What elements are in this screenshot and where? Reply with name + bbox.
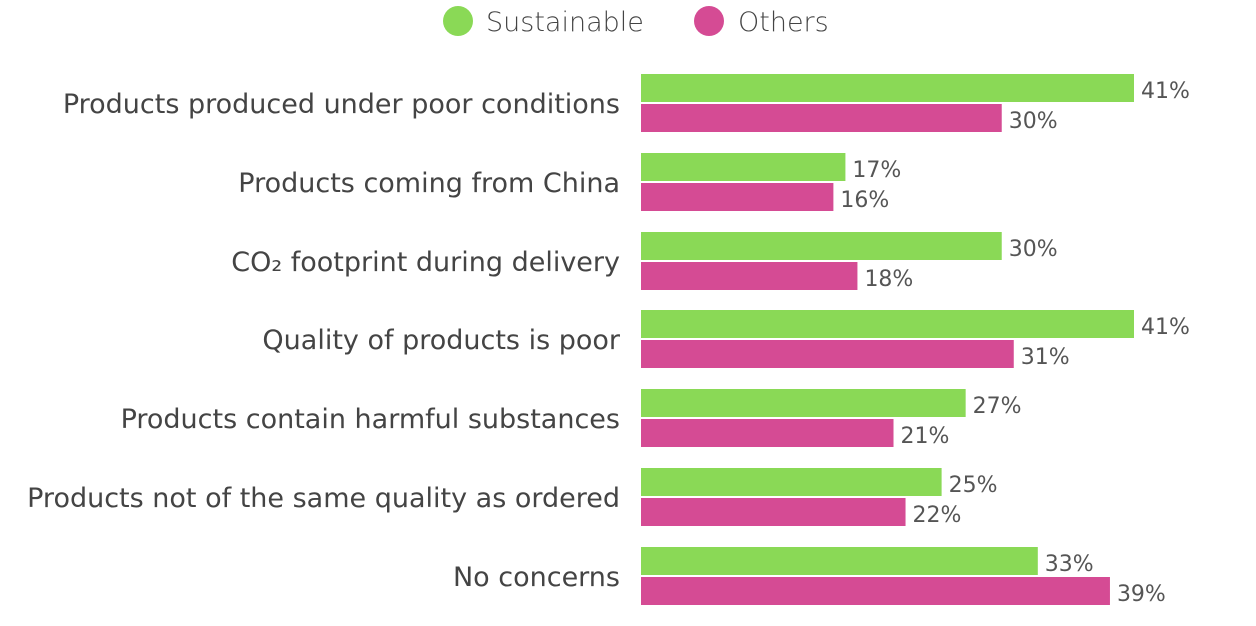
legend-label-others: Others — [738, 7, 829, 38]
value-label-others-co-footprint-during-delivery: 18% — [864, 267, 913, 292]
category-label-products-contain-harmful-substances: Products contain harmful substances — [121, 404, 620, 435]
value-label-others-quality-of-products-is-poor: 31% — [1021, 345, 1070, 370]
bar-others-products-not-of-the-same-quality-as-ordered — [641, 498, 906, 526]
value-label-sustainable-products-produced-under-poor-conditions: 41% — [1141, 79, 1190, 104]
category-label-products-coming-from-china: Products coming from China — [238, 168, 620, 199]
bar-others-quality-of-products-is-poor — [641, 340, 1014, 368]
category-label-quality-of-products-is-poor: Quality of products is poor — [262, 325, 620, 356]
value-label-others-products-not-of-the-same-quality-as-ordered: 22% — [913, 503, 962, 528]
bar-sustainable-no-concerns — [641, 547, 1038, 575]
bar-sustainable-quality-of-products-is-poor — [641, 310, 1134, 338]
category-label-products-not-of-the-same-quality-as-ordered: Products not of the same quality as orde… — [27, 483, 620, 514]
bar-others-co-footprint-during-delivery — [641, 262, 858, 290]
bar-sustainable-products-coming-from-china — [641, 153, 846, 181]
value-label-others-products-produced-under-poor-conditions: 30% — [1009, 109, 1058, 134]
bar-others-no-concerns — [641, 577, 1110, 605]
category-label-no-concerns: No concerns — [453, 562, 620, 593]
value-label-sustainable-co-footprint-during-delivery: 30% — [1009, 237, 1058, 262]
bars: Products produced under poor conditions 4… — [27, 74, 1190, 607]
bar-others-products-produced-under-poor-conditions — [641, 104, 1002, 132]
bar-others-products-contain-harmful-substances — [641, 419, 894, 447]
category-label-products-produced-under-poor-conditions: Products produced under poor conditions — [63, 89, 620, 120]
bar-sustainable-co-footprint-during-delivery — [641, 232, 1002, 260]
value-label-others-no-concerns: 39% — [1117, 582, 1166, 607]
category-label-co-footprint-during-delivery: CO₂ footprint during delivery — [231, 247, 620, 278]
legend: Sustainable Others — [443, 6, 829, 38]
legend-label-sustainable: Sustainable — [486, 7, 644, 38]
value-label-sustainable-products-not-of-the-same-quality-as-ordered: 25% — [949, 473, 998, 498]
value-label-sustainable-products-coming-from-china: 17% — [852, 158, 901, 183]
value-label-sustainable-quality-of-products-is-poor: 41% — [1141, 315, 1190, 340]
bar-others-products-coming-from-china — [641, 183, 834, 211]
bar-sustainable-products-contain-harmful-substances — [641, 389, 966, 417]
value-label-sustainable-no-concerns: 33% — [1045, 552, 1094, 577]
bar-sustainable-products-not-of-the-same-quality-as-ordered — [641, 468, 942, 496]
value-label-others-products-contain-harmful-substances: 21% — [901, 424, 950, 449]
value-label-sustainable-products-contain-harmful-substances: 27% — [973, 394, 1022, 419]
legend-marker-sustainable — [443, 6, 473, 36]
legend-marker-others — [694, 6, 724, 36]
value-label-others-products-coming-from-china: 16% — [840, 188, 889, 213]
bar-sustainable-products-produced-under-poor-conditions — [641, 74, 1134, 102]
